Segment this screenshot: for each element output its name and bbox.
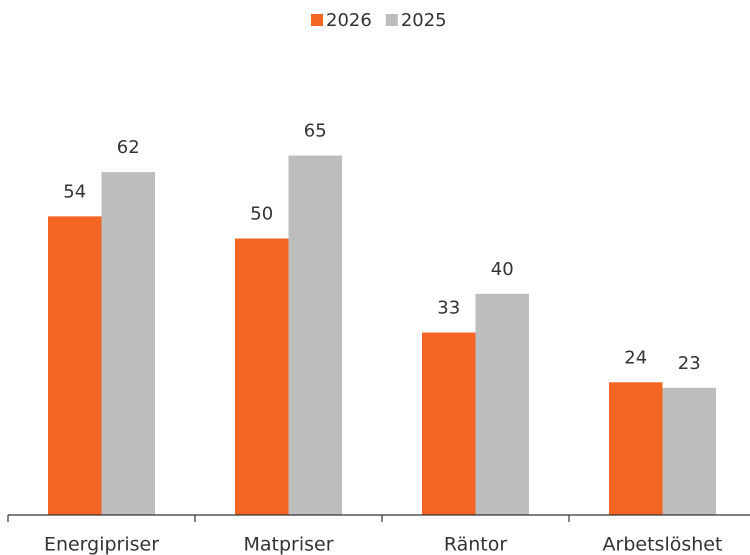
value-label: 62 xyxy=(117,137,140,158)
bar xyxy=(475,293,529,515)
value-label: 50 xyxy=(250,204,273,225)
value-label: 23 xyxy=(678,353,701,374)
bar xyxy=(662,387,716,515)
value-label: 54 xyxy=(63,181,86,202)
legend-label: 2025 xyxy=(401,10,447,31)
bar xyxy=(235,238,289,515)
x-tick-label: Arbetslöshet xyxy=(603,534,723,555)
bar xyxy=(288,155,342,516)
x-tick-label: Matpriser xyxy=(243,534,333,555)
bar xyxy=(101,172,155,515)
legend-swatch xyxy=(311,14,323,26)
legend-swatch xyxy=(385,14,398,26)
x-tick-label: Energipriser xyxy=(44,534,159,555)
legend-label: 2026 xyxy=(326,10,372,31)
value-label: 33 xyxy=(437,298,460,319)
bar xyxy=(422,332,476,515)
bar xyxy=(48,216,102,515)
value-label: 40 xyxy=(491,259,514,280)
x-tick-label: Räntor xyxy=(444,534,508,555)
bar xyxy=(609,382,663,515)
value-label: 65 xyxy=(304,121,327,142)
value-label: 24 xyxy=(624,347,647,368)
